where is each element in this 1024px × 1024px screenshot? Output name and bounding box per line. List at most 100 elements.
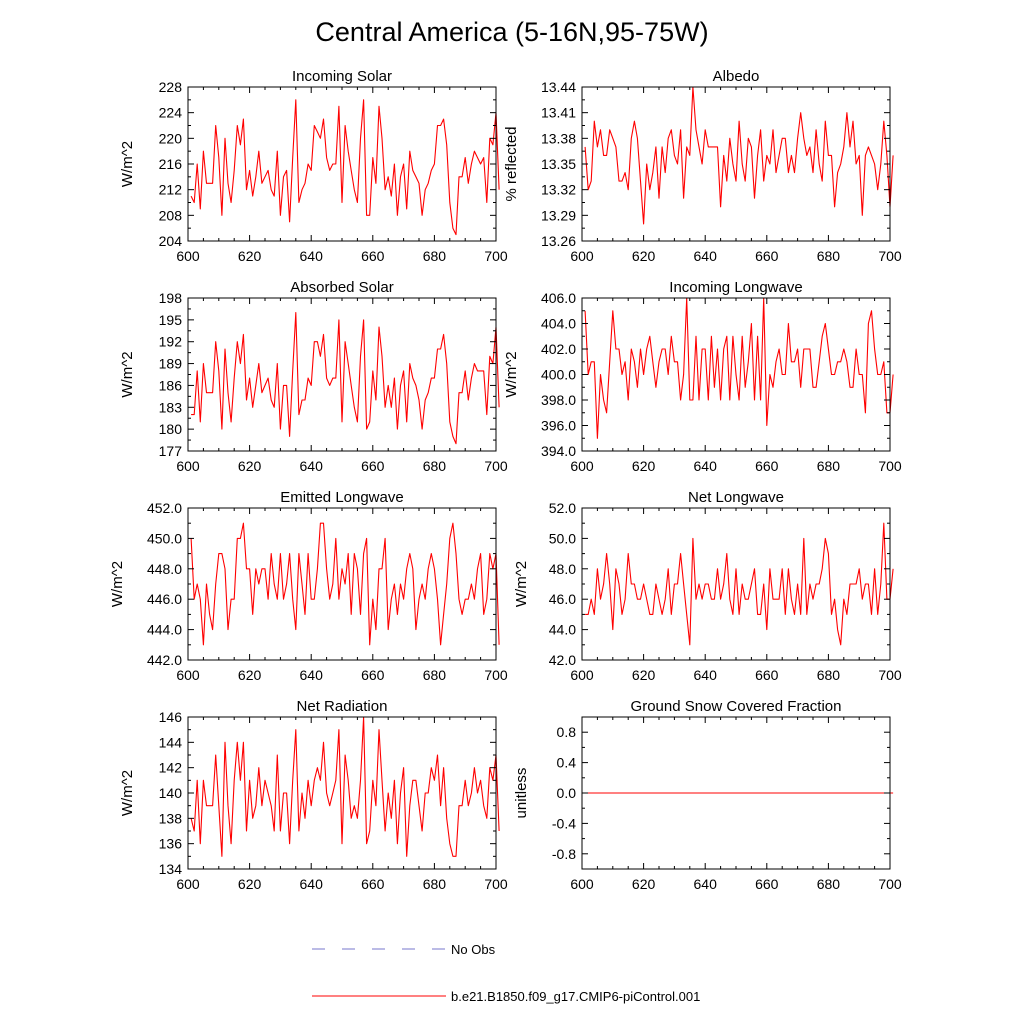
y-axis-label: W/m^2: [119, 770, 136, 816]
x-tick-label: 620: [632, 667, 656, 683]
x-tick-label: 640: [300, 876, 324, 892]
x-tick-label: 600: [570, 458, 594, 474]
x-tick-label: 700: [878, 876, 902, 892]
y-tick-label: 136: [159, 836, 183, 852]
y-tick-label: 446.0: [147, 591, 182, 607]
y-tick-label: 44.0: [549, 622, 576, 638]
panel-title: Net Longwave: [688, 489, 784, 506]
panel-title: Albedo: [713, 68, 760, 85]
x-tick-label: 660: [361, 458, 385, 474]
x-tick-label: 700: [484, 458, 508, 474]
y-tick-label: 134: [159, 861, 183, 877]
y-tick-label: 406.0: [541, 290, 576, 306]
x-tick-label: 700: [878, 248, 902, 264]
plot-frame: [187, 716, 497, 870]
x-tick-label: 640: [300, 458, 324, 474]
x-tick-label: 700: [484, 876, 508, 892]
x-tick-label: 680: [423, 667, 447, 683]
x-tick-label: 700: [878, 667, 902, 683]
y-tick-label: 228: [159, 79, 183, 95]
series-line-albedo: [584, 86, 894, 225]
series-line-net-radiation: [190, 716, 500, 857]
panel-title: Absorbed Solar: [290, 279, 393, 296]
y-tick-label: 144: [159, 734, 183, 750]
y-tick-label: 46.0: [549, 591, 576, 607]
y-tick-label: -0.8: [552, 846, 576, 862]
x-tick-label: 680: [817, 667, 841, 683]
x-tick-label: 700: [878, 458, 902, 474]
x-tick-label: 620: [238, 458, 262, 474]
legend-label-no-obs: No Obs: [451, 942, 496, 957]
chart-ground-snow-covered-fraction: Ground Snow Covered Fraction 600 620 640 660…: [513, 698, 902, 892]
y-tick-label: 186: [159, 377, 183, 393]
y-tick-label: 189: [159, 356, 183, 372]
x-tick-label: 600: [570, 876, 594, 892]
x-tick-label: 600: [176, 876, 200, 892]
y-tick-label: 212: [159, 182, 183, 198]
y-tick-label: 0.0: [557, 785, 577, 801]
y-tick-label: 452.0: [147, 500, 182, 516]
x-tick-label: 620: [238, 248, 262, 264]
x-tick-label: 600: [176, 248, 200, 264]
y-tick-label: 13.44: [541, 79, 576, 95]
y-tick-label: 52.0: [549, 500, 576, 516]
x-tick-label: 680: [423, 248, 447, 264]
panel-title: Emitted Longwave: [280, 489, 403, 506]
y-tick-label: 204: [159, 233, 183, 249]
chart-albedo: Albedo 600 620 640 660 680 700 13.26 13.29 13.32 1…: [503, 68, 902, 264]
panel-title: Ground Snow Covered Fraction: [631, 698, 842, 715]
x-tick-label: 680: [817, 876, 841, 892]
y-tick-label: 394.0: [541, 443, 576, 459]
y-tick-label: 198: [159, 290, 183, 306]
y-tick-label: 50.0: [549, 530, 576, 546]
y-tick-label: 140: [159, 785, 183, 801]
chart-emitted-longwave: Emitted Longwave 600 620 640 660 680 700 442.0 4…: [109, 489, 508, 683]
y-tick-label: 448.0: [147, 561, 182, 577]
y-tick-label: 13.32: [541, 182, 576, 198]
y-tick-label: 183: [159, 399, 183, 415]
panels: Incoming Solar 600 620 640 660 680 700 204 208 21…: [109, 68, 902, 892]
x-tick-label: 640: [694, 667, 718, 683]
panel-title: Incoming Longwave: [669, 279, 802, 296]
x-tick-label: 640: [300, 248, 324, 264]
y-tick-label: 142: [159, 760, 183, 776]
x-tick-label: 680: [423, 458, 447, 474]
y-axis-label: unitless: [513, 768, 530, 819]
y-tick-label: 396.0: [541, 418, 576, 434]
x-tick-label: 700: [484, 667, 508, 683]
panel-title: Incoming Solar: [292, 68, 392, 85]
x-tick-label: 620: [632, 248, 656, 264]
chart-absorbed-solar: Absorbed Solar 600 620 640 660 680 700 177 180 18…: [119, 279, 508, 474]
y-axis-label: W/m^2: [503, 351, 520, 397]
y-tick-label: 398.0: [541, 392, 576, 408]
y-tick-label: 220: [159, 130, 183, 146]
y-tick-label: 224: [159, 105, 183, 121]
x-tick-label: 620: [238, 667, 262, 683]
x-tick-label: 680: [817, 458, 841, 474]
y-tick-label: 450.0: [147, 530, 182, 546]
x-tick-label: 660: [755, 667, 779, 683]
y-tick-label: 42.0: [549, 652, 576, 668]
y-tick-label: 138: [159, 810, 183, 826]
x-tick-label: 600: [176, 458, 200, 474]
y-tick-label: 208: [159, 207, 183, 223]
y-tick-label: 146: [159, 709, 183, 725]
x-tick-label: 640: [694, 458, 718, 474]
chart-incoming-longwave: Incoming Longwave 600 620 640 660 680 700 394.0…: [503, 279, 902, 474]
x-tick-label: 660: [361, 667, 385, 683]
x-tick-label: 660: [755, 248, 779, 264]
y-axis-label: W/m^2: [119, 141, 136, 187]
y-tick-label: 442.0: [147, 652, 182, 668]
legend: No Obs b.e21.B1850.f09_g17.CMIP6-piContr…: [312, 942, 700, 1004]
chart-net-longwave: Net Longwave 600 620 640 660 680 700 42.0 44.0 46…: [513, 489, 902, 683]
y-tick-label: 48.0: [549, 561, 576, 577]
panel-title: Net Radiation: [297, 698, 388, 715]
figure-title: Central America (5-16N,95-75W): [315, 17, 708, 47]
x-tick-label: 640: [694, 876, 718, 892]
x-tick-label: 700: [484, 248, 508, 264]
y-axis-label: W/m^2: [109, 561, 126, 607]
y-tick-label: 180: [159, 421, 183, 437]
x-tick-label: 680: [423, 876, 447, 892]
legend-label-model: b.e21.B1850.f09_g17.CMIP6-piControl.001: [451, 989, 700, 1004]
y-tick-label: 192: [159, 334, 183, 350]
